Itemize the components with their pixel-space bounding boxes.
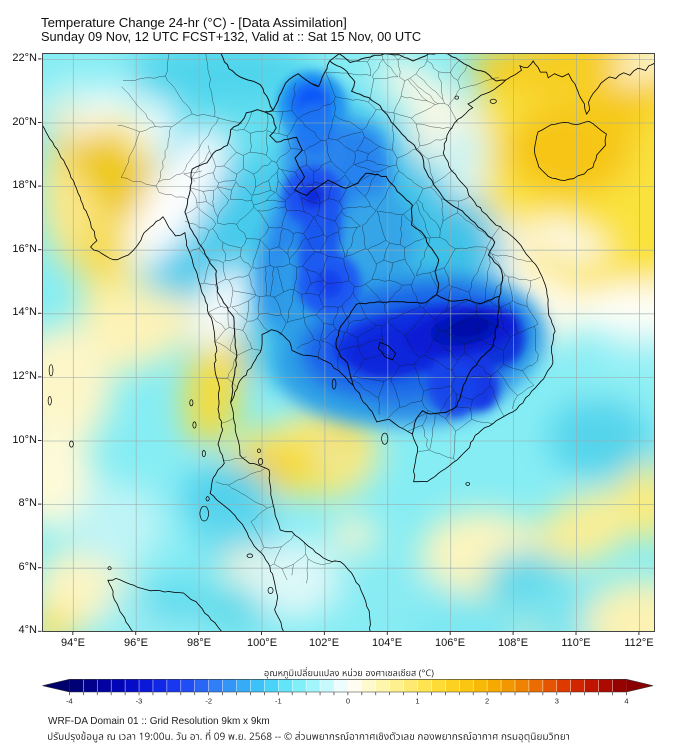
svg-text:0: 0 xyxy=(346,697,350,706)
svg-text:4: 4 xyxy=(624,697,628,706)
svg-text:-4: -4 xyxy=(66,697,73,706)
svg-text:2: 2 xyxy=(485,697,489,706)
svg-text:3: 3 xyxy=(555,697,559,706)
svg-text:-2: -2 xyxy=(205,697,212,706)
svg-text:-3: -3 xyxy=(136,697,143,706)
svg-text:-1: -1 xyxy=(275,697,282,706)
svg-text:1: 1 xyxy=(415,697,419,706)
